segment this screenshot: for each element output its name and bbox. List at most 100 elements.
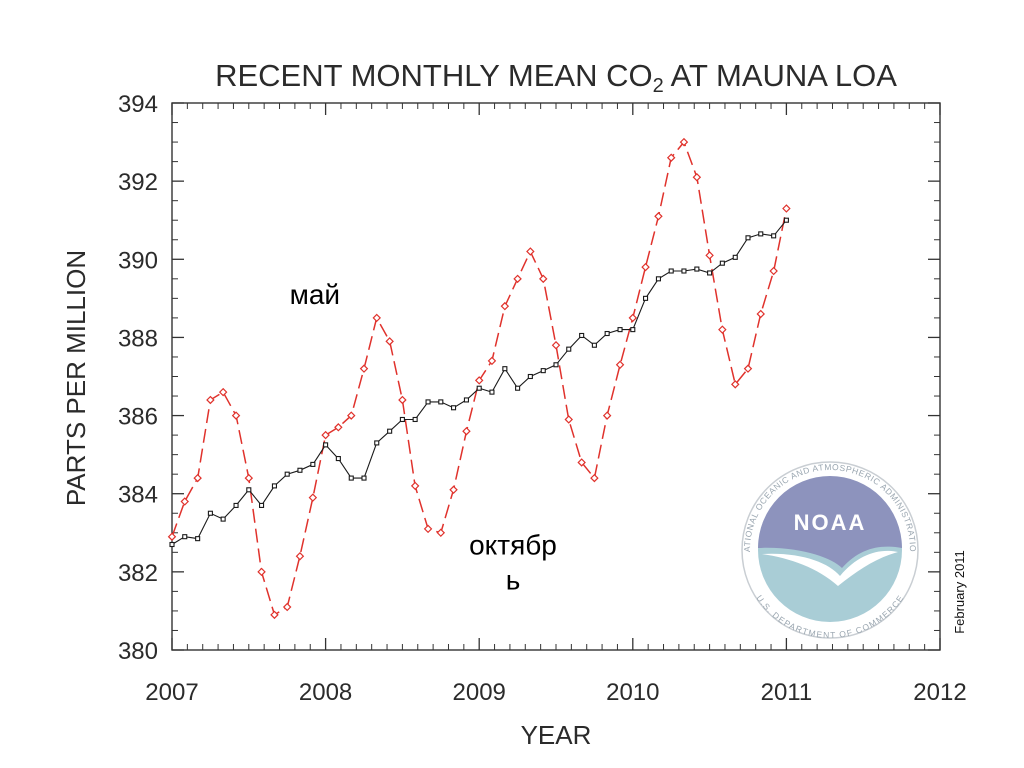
data-point [732, 254, 738, 260]
data-point [679, 137, 689, 147]
data-point [412, 416, 418, 423]
data-point [694, 266, 700, 272]
data-point [666, 153, 676, 162]
x-tick-label: 2007 [145, 679, 198, 706]
data-point [195, 536, 201, 542]
data-point [692, 172, 702, 182]
y-tick-label: 382 [118, 560, 158, 587]
data-point [206, 395, 215, 405]
data-point [489, 389, 495, 395]
annotations: май октябр ь [290, 279, 557, 595]
data-point [553, 362, 559, 368]
data-point [642, 295, 649, 301]
data-point [527, 373, 533, 380]
data-point [745, 235, 751, 241]
data-point [783, 217, 789, 223]
annotation-label: май [290, 279, 340, 310]
data-point [244, 473, 254, 483]
annotation-label: октябр [469, 529, 557, 560]
data-point [258, 502, 265, 508]
data-point [681, 268, 687, 274]
data-point [323, 442, 329, 448]
data-point [399, 416, 405, 423]
data-point [566, 346, 572, 352]
data-point [297, 467, 303, 473]
data-point [577, 458, 586, 467]
data-point [361, 475, 367, 481]
trend-series [169, 217, 789, 548]
data-point [295, 551, 305, 561]
data-point [551, 340, 561, 350]
x-tick-label: 2012 [913, 679, 966, 706]
data-point [769, 266, 778, 276]
data-point [564, 415, 573, 424]
data-point [410, 481, 420, 491]
data-point [539, 274, 548, 284]
data-point [526, 247, 535, 256]
data-point [602, 411, 612, 420]
data-point [310, 461, 316, 467]
y-tick-label: 388 [118, 325, 158, 352]
data-point [515, 385, 521, 391]
data-point [743, 364, 753, 373]
data-point [540, 368, 546, 374]
data-point [335, 455, 341, 462]
data-point [284, 471, 290, 477]
data-point [385, 337, 394, 346]
data-point [207, 510, 213, 516]
data-point [231, 411, 241, 420]
data-point [719, 260, 725, 266]
data-point [425, 399, 431, 405]
data-point [771, 233, 777, 239]
data-point [654, 212, 663, 221]
data-point [615, 360, 625, 370]
data-point [271, 483, 278, 489]
data-point [668, 268, 674, 274]
logo-sky [758, 476, 902, 568]
data-point [359, 364, 369, 373]
data-point [438, 399, 444, 405]
data-point [347, 411, 356, 420]
y-axis-title: PARTS PER MILLION [61, 250, 91, 506]
data-point [270, 610, 279, 620]
data-point [705, 251, 714, 260]
data-point [782, 204, 791, 213]
data-point [590, 473, 599, 483]
x-axis-title: YEAR [521, 720, 592, 750]
data-point [334, 423, 343, 432]
data-point [348, 475, 354, 481]
data-point [450, 405, 457, 411]
data-point [758, 231, 764, 237]
data-point [502, 366, 508, 372]
data-point [436, 528, 446, 538]
data-point [617, 327, 623, 333]
data-point [655, 276, 662, 282]
x-tick-label: 2009 [453, 679, 506, 706]
data-point [257, 567, 266, 577]
data-point [500, 301, 510, 311]
data-point [398, 395, 407, 405]
data-point [463, 397, 470, 403]
y-tick-label: 380 [118, 638, 158, 665]
axis-ticks [171, 102, 941, 651]
data-point [167, 532, 177, 541]
chart-title-main: RECENT MONTHLY MEAN CO [215, 58, 653, 93]
series-layer [167, 137, 791, 620]
data-point [462, 426, 471, 436]
x-tick-label: 2011 [761, 679, 813, 706]
data-point [220, 516, 226, 522]
data-point [604, 330, 610, 337]
chart-title-subscript: 2 [653, 75, 664, 97]
data-point [193, 473, 202, 483]
tick-labels: 2007 2008 2009 2010 2011 2012 380 382 384 386 388 3… [118, 91, 967, 706]
data-point [282, 602, 292, 612]
monthly-mean-series [167, 137, 791, 620]
y-tick-label: 394 [118, 91, 158, 118]
data-point [487, 356, 497, 366]
data-point [630, 327, 636, 333]
data-point [387, 428, 393, 434]
x-tick-label: 2008 [299, 679, 352, 706]
data-point [449, 485, 458, 495]
x-tick-label: 2010 [606, 679, 659, 706]
